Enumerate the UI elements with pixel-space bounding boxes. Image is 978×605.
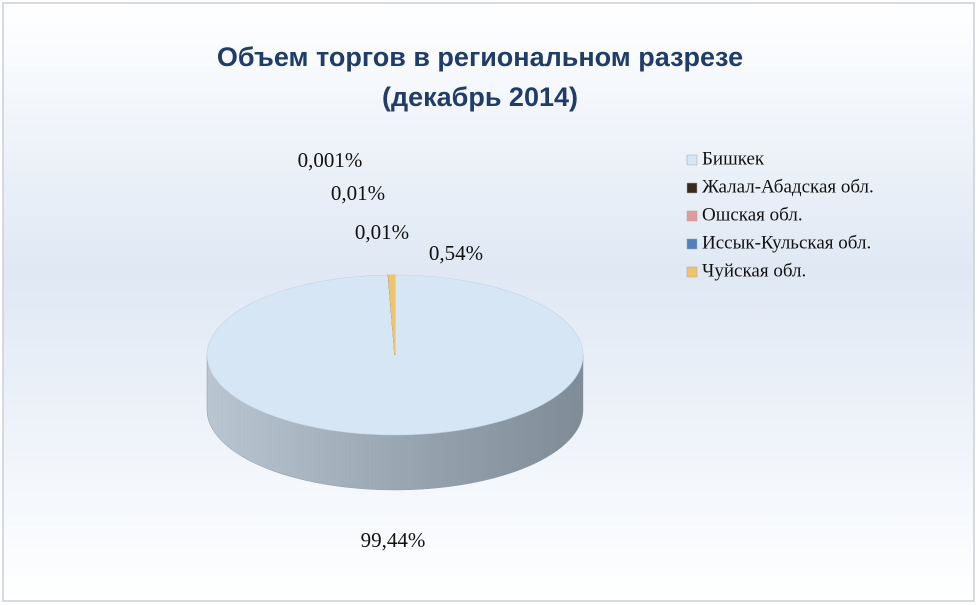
data-label: 0,01% (355, 220, 409, 244)
legend-label: Жалал-Абадская обл. (702, 176, 874, 197)
legend-swatch (686, 182, 698, 194)
chart-subtitle: (декабрь 2014) (382, 82, 578, 112)
legend-label: Иссык-Кульская обл. (702, 232, 871, 253)
legend-swatch (686, 238, 698, 250)
legend-label: Ошская обл. (702, 204, 803, 225)
legend-label: Бишкек (702, 148, 765, 169)
legend-swatch (686, 210, 698, 222)
legend-swatch (686, 154, 698, 166)
data-label: 0,001% (298, 148, 363, 172)
legend-label: Чуйская обл. (702, 260, 806, 281)
data-label: 0,01% (331, 181, 385, 205)
data-label: 99,44% (361, 528, 426, 552)
data-label: 0,54% (429, 241, 483, 265)
legend-swatch (686, 266, 698, 278)
chart-title: Объем торгов в региональном разрезе (217, 42, 743, 72)
pie-slice (387, 274, 396, 356)
